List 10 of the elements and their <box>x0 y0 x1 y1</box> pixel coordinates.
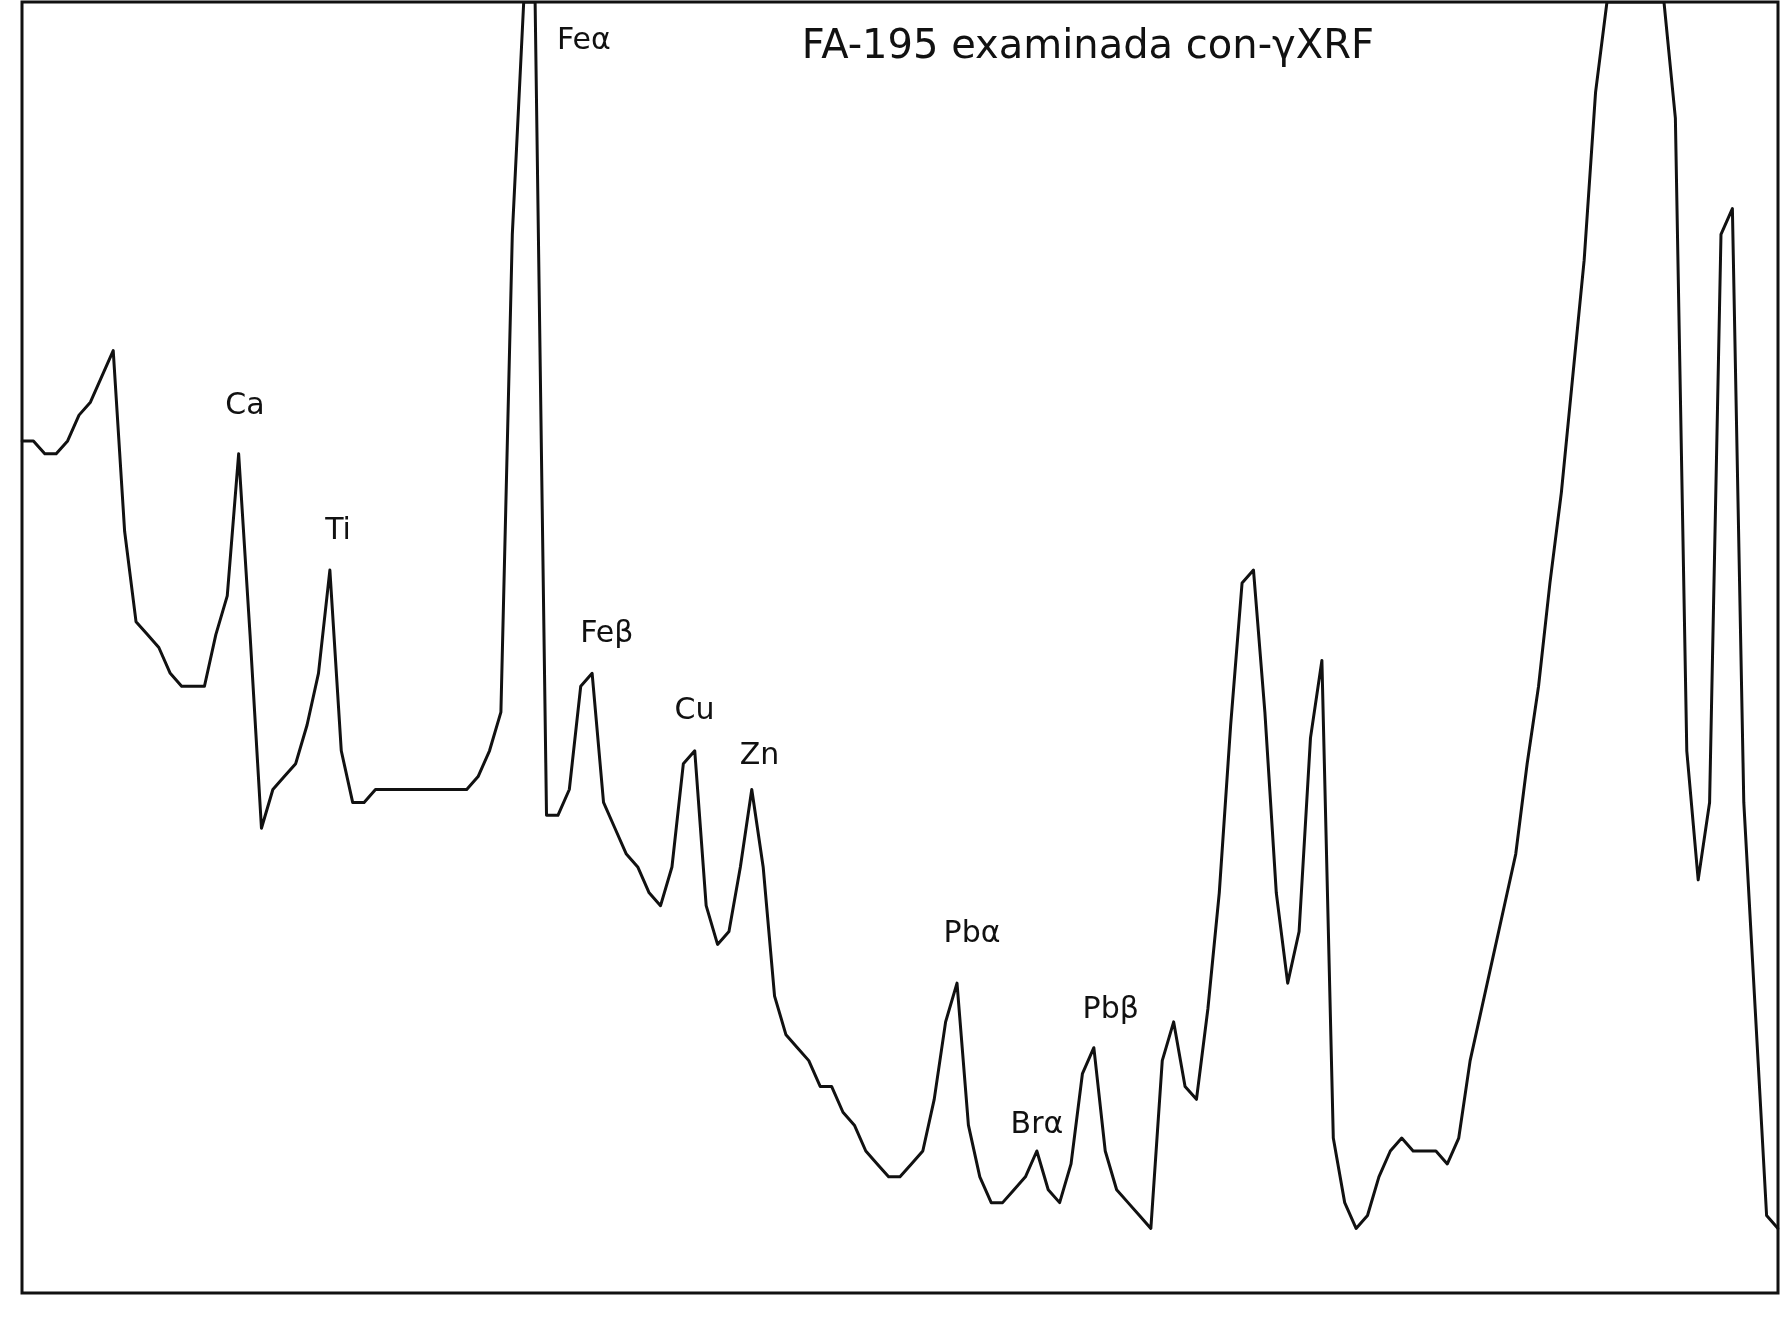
annotation: Cu <box>674 690 715 726</box>
annotation: Pbα <box>943 913 1001 949</box>
annotation: Pbβ <box>1082 990 1139 1026</box>
annotation: Brα <box>1010 1104 1064 1140</box>
annotation: Ca <box>225 385 265 421</box>
annotation: Zn <box>739 735 780 771</box>
annotation: Ti <box>324 511 351 547</box>
annotation: Feα <box>556 20 611 56</box>
text: FA-195 examinada con-γXRF <box>801 20 1374 67</box>
annotation: Feβ <box>580 614 634 650</box>
